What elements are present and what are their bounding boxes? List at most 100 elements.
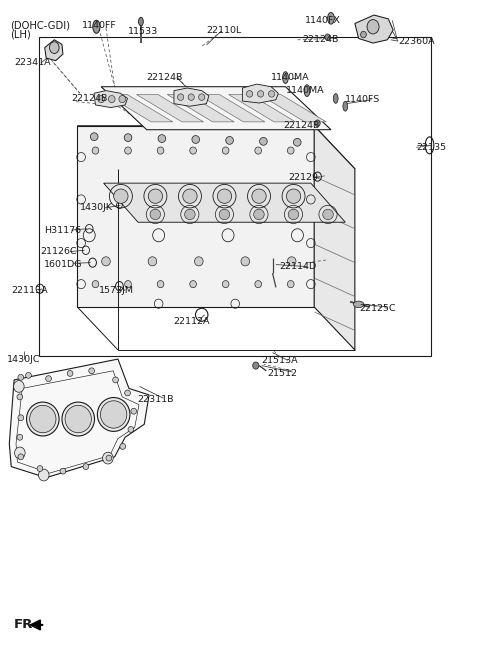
Text: 1573JM: 1573JM — [99, 286, 134, 295]
Ellipse shape — [257, 91, 264, 97]
Ellipse shape — [343, 101, 348, 111]
Ellipse shape — [178, 94, 184, 101]
Polygon shape — [174, 88, 209, 106]
Ellipse shape — [255, 147, 262, 154]
Ellipse shape — [30, 406, 56, 433]
Bar — [39, 37, 432, 356]
Ellipse shape — [125, 147, 132, 154]
Text: 1140MA: 1140MA — [271, 73, 310, 82]
Polygon shape — [77, 126, 314, 307]
Ellipse shape — [148, 257, 157, 266]
Text: 22110L: 22110L — [206, 25, 242, 35]
Text: 22129: 22129 — [288, 174, 318, 182]
Text: 22125C: 22125C — [360, 304, 396, 313]
Ellipse shape — [114, 189, 128, 203]
Ellipse shape — [327, 12, 334, 24]
Text: 22124B: 22124B — [147, 73, 183, 82]
Ellipse shape — [98, 95, 105, 103]
Ellipse shape — [323, 209, 333, 219]
Text: 1601DG: 1601DG — [44, 260, 82, 269]
Ellipse shape — [26, 402, 59, 436]
Polygon shape — [228, 95, 296, 122]
Text: 1430JK: 1430JK — [80, 203, 113, 212]
Ellipse shape — [157, 147, 164, 154]
Ellipse shape — [360, 31, 366, 38]
Text: 21126C: 21126C — [40, 247, 77, 256]
Text: 21512: 21512 — [268, 369, 298, 378]
Ellipse shape — [304, 85, 310, 97]
Ellipse shape — [46, 375, 51, 381]
Polygon shape — [167, 95, 234, 122]
Ellipse shape — [120, 443, 126, 449]
Polygon shape — [77, 126, 355, 169]
Ellipse shape — [97, 398, 130, 432]
Ellipse shape — [38, 470, 49, 481]
Polygon shape — [242, 84, 278, 103]
Ellipse shape — [199, 94, 205, 101]
Ellipse shape — [188, 94, 194, 101]
Ellipse shape — [293, 138, 301, 146]
Text: 22124B: 22124B — [302, 35, 338, 44]
Ellipse shape — [49, 42, 59, 54]
Text: 1430JC: 1430JC — [6, 355, 40, 364]
Text: 1140FF: 1140FF — [82, 21, 117, 30]
Ellipse shape — [17, 394, 23, 400]
Ellipse shape — [89, 368, 95, 374]
Ellipse shape — [226, 136, 233, 144]
Ellipse shape — [125, 390, 131, 396]
Ellipse shape — [333, 93, 338, 103]
Ellipse shape — [222, 147, 229, 154]
Text: 1140FS: 1140FS — [345, 95, 381, 104]
Polygon shape — [9, 359, 149, 478]
Ellipse shape — [268, 91, 275, 97]
Ellipse shape — [60, 468, 66, 474]
Ellipse shape — [131, 408, 137, 414]
Ellipse shape — [37, 466, 43, 471]
Ellipse shape — [222, 281, 229, 288]
Ellipse shape — [148, 189, 163, 203]
Ellipse shape — [18, 415, 24, 421]
Text: 22114D: 22114D — [279, 262, 316, 271]
Polygon shape — [104, 183, 345, 222]
Ellipse shape — [83, 464, 89, 470]
Ellipse shape — [92, 281, 99, 288]
Ellipse shape — [288, 281, 294, 288]
Ellipse shape — [190, 281, 196, 288]
Ellipse shape — [90, 133, 98, 140]
Text: 22135: 22135 — [416, 143, 446, 151]
Text: H31176: H31176 — [44, 225, 81, 234]
Ellipse shape — [353, 301, 364, 308]
Ellipse shape — [62, 402, 95, 436]
Polygon shape — [198, 95, 265, 122]
Ellipse shape — [113, 377, 119, 383]
Ellipse shape — [158, 135, 166, 142]
Text: FR.: FR. — [14, 618, 39, 631]
Text: 1140FX: 1140FX — [305, 16, 340, 25]
Ellipse shape — [119, 95, 126, 103]
Ellipse shape — [219, 209, 229, 219]
Ellipse shape — [190, 147, 196, 154]
Ellipse shape — [13, 381, 24, 392]
Ellipse shape — [103, 453, 113, 464]
Ellipse shape — [260, 137, 267, 145]
Ellipse shape — [185, 209, 195, 219]
Ellipse shape — [252, 362, 259, 369]
Ellipse shape — [288, 209, 299, 219]
Ellipse shape — [67, 370, 73, 376]
Ellipse shape — [325, 34, 330, 40]
Text: (DOHC-GDI): (DOHC-GDI) — [10, 20, 70, 31]
Ellipse shape — [125, 281, 132, 288]
Text: 22124B: 22124B — [283, 121, 320, 131]
Ellipse shape — [108, 95, 115, 103]
Polygon shape — [314, 126, 355, 350]
Ellipse shape — [246, 91, 252, 97]
Text: 1140MA: 1140MA — [286, 86, 324, 95]
Ellipse shape — [367, 20, 379, 34]
Ellipse shape — [254, 209, 264, 219]
Polygon shape — [45, 40, 63, 61]
Ellipse shape — [25, 372, 31, 378]
Ellipse shape — [92, 147, 99, 154]
Ellipse shape — [65, 406, 91, 433]
Text: 22360A: 22360A — [398, 37, 434, 46]
Polygon shape — [136, 95, 204, 122]
